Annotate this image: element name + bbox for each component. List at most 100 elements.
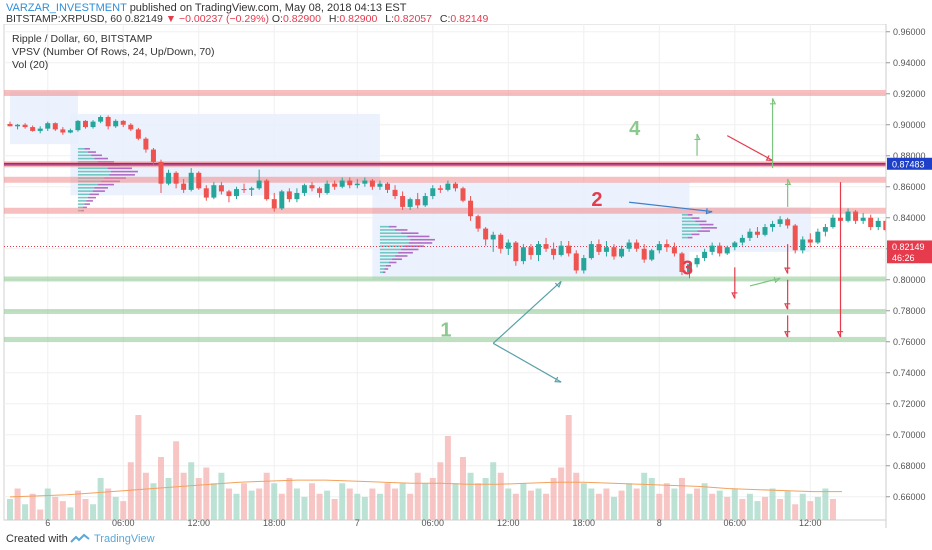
price-chart[interactable]: 12340.960000.940000.920000.900000.880000… (0, 24, 932, 528)
candle-body[interactable] (294, 192, 300, 200)
candle-body[interactable] (332, 183, 338, 187)
candle-body[interactable] (415, 199, 421, 206)
candle-body[interactable] (22, 124, 28, 128)
candle-body[interactable] (611, 247, 617, 257)
candle-body[interactable] (694, 258, 700, 265)
candle-body[interactable] (98, 117, 104, 122)
candle-body[interactable] (347, 180, 353, 186)
candle-body[interactable] (52, 123, 58, 130)
candle-body[interactable] (709, 245, 715, 252)
candle-body[interactable] (860, 217, 866, 221)
candle-body[interactable] (656, 244, 662, 251)
candle-body[interactable] (234, 189, 239, 197)
candle-body[interactable] (241, 189, 247, 191)
candle-body[interactable] (513, 242, 519, 262)
candle-body[interactable] (641, 248, 647, 260)
candle-body[interactable] (520, 247, 526, 262)
candle-body[interactable] (90, 121, 96, 128)
candle-body[interactable] (551, 248, 557, 255)
candle-body[interactable] (754, 231, 760, 235)
candle-body[interactable] (807, 239, 813, 243)
candle-body[interactable] (475, 216, 481, 229)
candle-body[interactable] (113, 120, 119, 127)
candle-body[interactable] (558, 245, 564, 255)
candle-body[interactable] (45, 123, 51, 129)
candle-body[interactable] (588, 244, 594, 259)
candle-body[interactable] (362, 180, 368, 184)
candle-body[interactable] (249, 188, 255, 190)
candle-body[interactable] (536, 244, 541, 255)
candle-body[interactable] (483, 228, 489, 240)
candle-body[interactable] (75, 120, 81, 131)
candle-body[interactable] (671, 247, 677, 254)
candle-body[interactable] (717, 245, 723, 254)
candle-body[interactable] (385, 183, 390, 190)
candle-body[interactable] (181, 183, 187, 190)
price-axis[interactable] (886, 24, 932, 528)
candle-body[interactable] (317, 188, 323, 193)
tradingview-brand[interactable]: TradingView (94, 533, 155, 545)
candle-body[interactable] (634, 242, 640, 249)
candle-body[interactable] (143, 138, 149, 150)
candle-body[interactable] (422, 196, 428, 206)
candle-body[interactable] (603, 247, 609, 252)
candle-body[interactable] (67, 130, 73, 133)
candle-body[interactable] (264, 180, 270, 200)
legend-volume[interactable]: Vol (20) (12, 59, 49, 71)
candle-body[interactable] (7, 123, 13, 127)
candle-body[interactable] (279, 191, 285, 209)
candle-body[interactable] (868, 217, 874, 228)
candle-body[interactable] (226, 191, 232, 197)
legend-vpsv[interactable]: VPSV (Number Of Rows, 24, Up/Down, 70) (12, 46, 215, 58)
candle-body[interactable] (626, 242, 632, 249)
candle-body[interactable] (324, 183, 330, 193)
candle-body[interactable] (60, 129, 66, 133)
candle-body[interactable] (543, 244, 549, 249)
candle-body[interactable] (354, 183, 360, 186)
candle-body[interactable] (468, 200, 474, 217)
candle-body[interactable] (430, 188, 436, 197)
candle-body[interactable] (188, 172, 194, 190)
candle-body[interactable] (777, 219, 783, 224)
candle-body[interactable] (747, 231, 753, 238)
candle-body[interactable] (377, 183, 383, 187)
candle-body[interactable] (150, 149, 156, 162)
candle-body[interactable] (739, 237, 745, 243)
candle-body[interactable] (301, 185, 307, 193)
candle-body[interactable] (815, 231, 821, 243)
candle-body[interactable] (15, 124, 21, 127)
candle-body[interactable] (158, 161, 164, 184)
candle-body[interactable] (800, 239, 806, 251)
candle-body[interactable] (732, 242, 738, 248)
candle-body[interactable] (649, 250, 655, 260)
candle-body[interactable] (166, 172, 172, 184)
candle-body[interactable] (845, 211, 851, 221)
candle-body[interactable] (218, 185, 224, 192)
candle-body[interactable] (498, 234, 504, 249)
candle-body[interactable] (664, 244, 670, 248)
candle-body[interactable] (37, 128, 43, 131)
candle-body[interactable] (286, 191, 292, 200)
candle-body[interactable] (309, 185, 315, 189)
candle-body[interactable] (407, 199, 413, 207)
candle-body[interactable] (392, 189, 398, 197)
candle-body[interactable] (792, 225, 798, 251)
candle-body[interactable] (400, 196, 406, 207)
candle-body[interactable] (619, 248, 625, 257)
candle-body[interactable] (490, 234, 496, 240)
candle-body[interactable] (128, 124, 134, 130)
candle-body[interactable] (770, 223, 776, 228)
candle-body[interactable] (437, 188, 443, 190)
candle-body[interactable] (460, 188, 466, 201)
candle-body[interactable] (785, 219, 791, 226)
candle-body[interactable] (211, 185, 217, 198)
candle-body[interactable] (687, 264, 692, 272)
candle-body[interactable] (445, 183, 451, 190)
candle-body[interactable] (173, 172, 179, 184)
candle-body[interactable] (528, 247, 534, 255)
candle-body[interactable] (702, 251, 708, 259)
candle-body[interactable] (566, 245, 572, 254)
candle-body[interactable] (724, 247, 730, 254)
candle-body[interactable] (596, 244, 602, 252)
candle-body[interactable] (83, 120, 88, 128)
